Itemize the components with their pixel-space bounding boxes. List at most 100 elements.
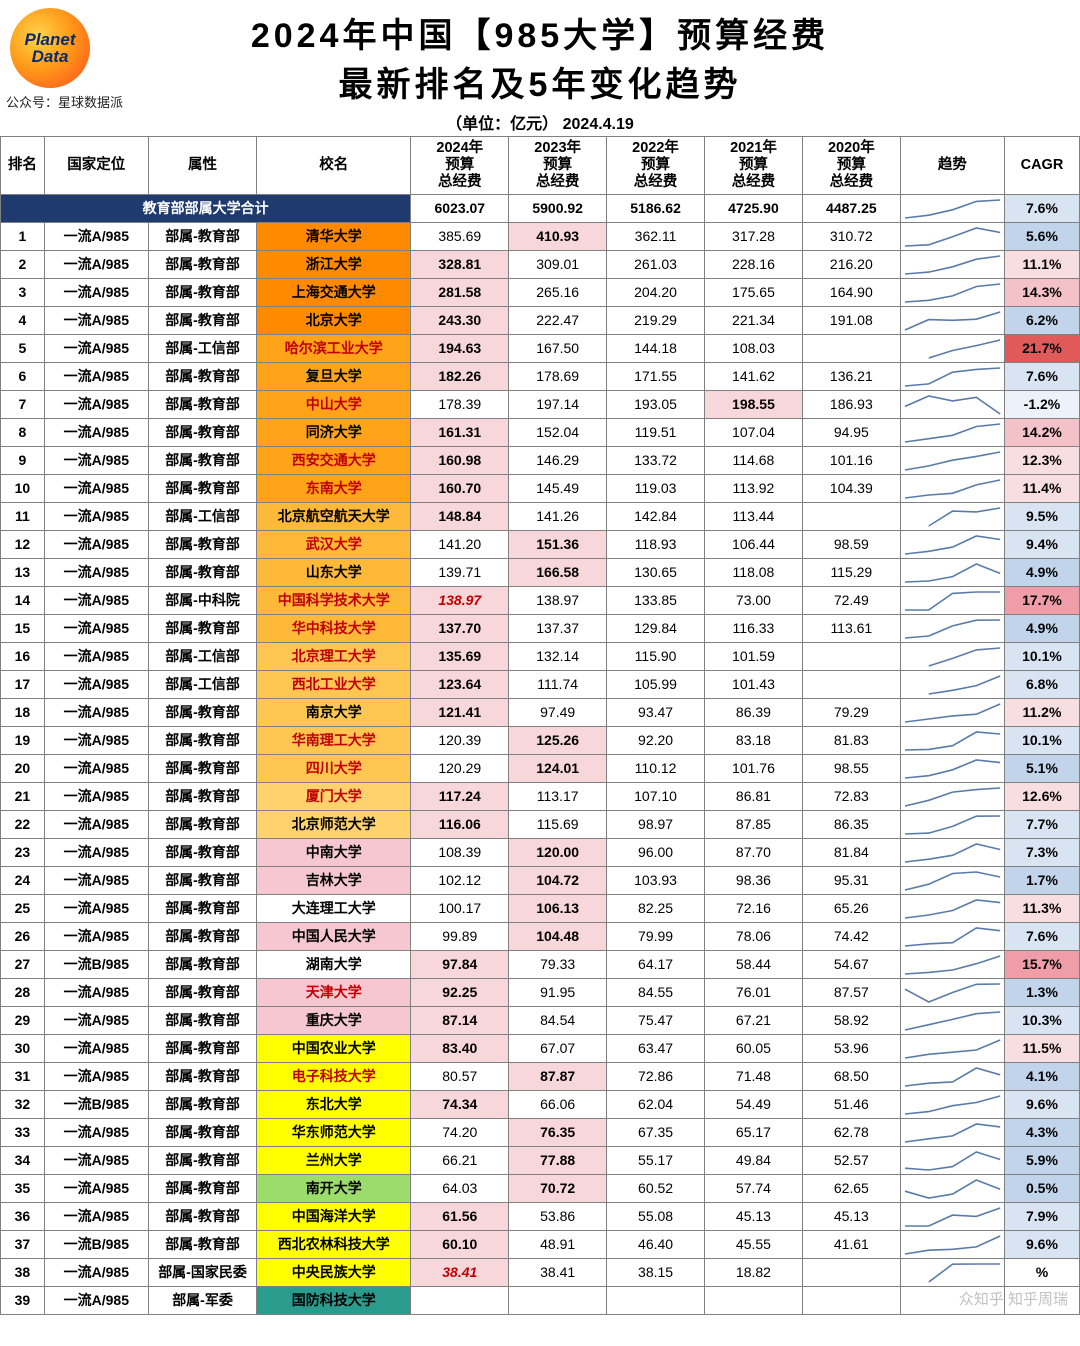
cell-year [509, 1287, 607, 1315]
cell-attr: 部属-教育部 [148, 867, 256, 895]
cell-pos: 一流A/985 [44, 1203, 148, 1231]
col-header: 校名 [257, 137, 411, 195]
cell-year: 193.05 [607, 391, 705, 419]
cell-year: 75.47 [607, 1007, 705, 1035]
cell-year: 65.17 [705, 1119, 803, 1147]
cell-trend [900, 839, 1004, 867]
table-row: 6一流A/985部属-教育部复旦大学182.26178.69171.55141.… [1, 363, 1080, 391]
cell-pos: 一流A/985 [44, 671, 148, 699]
cell-year: 65.26 [802, 895, 900, 923]
cell-year: 178.39 [411, 391, 509, 419]
cell-attr: 部属-教育部 [148, 755, 256, 783]
cell-year: 107.04 [705, 419, 803, 447]
cell-cagr [1004, 1287, 1079, 1315]
cell-year: 97.84 [411, 951, 509, 979]
cell-attr: 部属-教育部 [148, 1119, 256, 1147]
cell-rank: 13 [1, 559, 45, 587]
cell-year: 166.58 [509, 559, 607, 587]
cell-trend [900, 1231, 1004, 1259]
table-row: 19一流A/985部属-教育部华南理工大学120.39125.2692.2083… [1, 727, 1080, 755]
table-row: 23一流A/985部属-教育部中南大学108.39120.0096.0087.7… [1, 839, 1080, 867]
col-header: 2021年 预算 总经费 [705, 137, 803, 195]
cell-trend [900, 1063, 1004, 1091]
table-row: 7一流A/985部属-教育部中山大学178.39197.14193.05198.… [1, 391, 1080, 419]
cell-trend [900, 335, 1004, 363]
table-row: 15一流A/985部属-教育部华中科技大学137.70137.37129.841… [1, 615, 1080, 643]
cell-pos: 一流A/985 [44, 727, 148, 755]
cell-trend [900, 1203, 1004, 1231]
totals-value: 5900.92 [509, 195, 607, 223]
cell-year: 191.08 [802, 307, 900, 335]
table-row: 5一流A/985部属-工信部哈尔滨工业大学194.63167.50144.181… [1, 335, 1080, 363]
cell-year: 82.25 [607, 895, 705, 923]
cell-attr: 部属-教育部 [148, 531, 256, 559]
cell-cagr: 4.3% [1004, 1119, 1079, 1147]
cell-trend [900, 1175, 1004, 1203]
cell-rank: 8 [1, 419, 45, 447]
cell-cagr: -1.2% [1004, 391, 1079, 419]
cell-attr: 部属-教育部 [148, 1231, 256, 1259]
cell-name: 大连理工大学 [257, 895, 411, 923]
cell-year: 97.49 [509, 699, 607, 727]
cell-pos: 一流A/985 [44, 839, 148, 867]
table-row: 20一流A/985部属-教育部四川大学120.29124.01110.12101… [1, 755, 1080, 783]
cell-year: 175.65 [705, 279, 803, 307]
cell-year: 51.46 [802, 1091, 900, 1119]
table-row: 36一流A/985部属-教育部中国海洋大学61.5653.8655.0845.1… [1, 1203, 1080, 1231]
cell-year: 101.43 [705, 671, 803, 699]
cell-year [411, 1287, 509, 1315]
cell-year: 144.18 [607, 335, 705, 363]
totals-value: 6023.07 [411, 195, 509, 223]
cell-cagr: 7.6% [1004, 923, 1079, 951]
cell-attr: 部属-教育部 [148, 1175, 256, 1203]
cell-year: 124.01 [509, 755, 607, 783]
cell-name: 厦门大学 [257, 783, 411, 811]
cell-attr: 部属-国家民委 [148, 1259, 256, 1287]
title-line-2: 最新排名及5年变化趋势 [0, 57, 1080, 106]
cell-name: 天津大学 [257, 979, 411, 1007]
cell-year: 71.48 [705, 1063, 803, 1091]
cell-attr: 部属-教育部 [148, 951, 256, 979]
cell-year [705, 1287, 803, 1315]
cell-trend [900, 755, 1004, 783]
cell-year: 48.91 [509, 1231, 607, 1259]
cell-year [802, 335, 900, 363]
cell-name: 复旦大学 [257, 363, 411, 391]
cell-name: 北京理工大学 [257, 643, 411, 671]
cell-year: 115.29 [802, 559, 900, 587]
cell-year: 171.55 [607, 363, 705, 391]
cell-year: 141.20 [411, 531, 509, 559]
cell-name: 中国人民大学 [257, 923, 411, 951]
cell-year: 113.17 [509, 783, 607, 811]
cell-name: 南京大学 [257, 699, 411, 727]
cell-rank: 2 [1, 251, 45, 279]
cell-trend [900, 363, 1004, 391]
cell-year: 182.26 [411, 363, 509, 391]
cell-year: 57.74 [705, 1175, 803, 1203]
cell-attr: 部属-教育部 [148, 1035, 256, 1063]
cell-attr: 部属-教育部 [148, 223, 256, 251]
cell-attr: 部属-教育部 [148, 1203, 256, 1231]
cell-rank: 31 [1, 1063, 45, 1091]
cell-pos: 一流A/985 [44, 307, 148, 335]
cell-year: 98.55 [802, 755, 900, 783]
cell-rank: 3 [1, 279, 45, 307]
cell-year: 77.88 [509, 1147, 607, 1175]
cell-rank: 7 [1, 391, 45, 419]
cell-year: 87.85 [705, 811, 803, 839]
cell-pos: 一流A/985 [44, 923, 148, 951]
cell-pos: 一流A/985 [44, 979, 148, 1007]
cell-trend [900, 447, 1004, 475]
cell-year: 81.83 [802, 727, 900, 755]
cell-cagr: 5.6% [1004, 223, 1079, 251]
subtitle: （单位：亿元） 2024.4.19 [0, 110, 1080, 134]
cell-pos: 一流A/985 [44, 1063, 148, 1091]
cell-trend [900, 867, 1004, 895]
cell-cagr: 21.7% [1004, 335, 1079, 363]
cell-year: 152.04 [509, 419, 607, 447]
cell-rank: 39 [1, 1287, 45, 1315]
cell-year: 110.12 [607, 755, 705, 783]
cell-year: 67.07 [509, 1035, 607, 1063]
cell-attr: 部属-教育部 [148, 279, 256, 307]
table-row: 31一流A/985部属-教育部电子科技大学80.5787.8772.8671.4… [1, 1063, 1080, 1091]
